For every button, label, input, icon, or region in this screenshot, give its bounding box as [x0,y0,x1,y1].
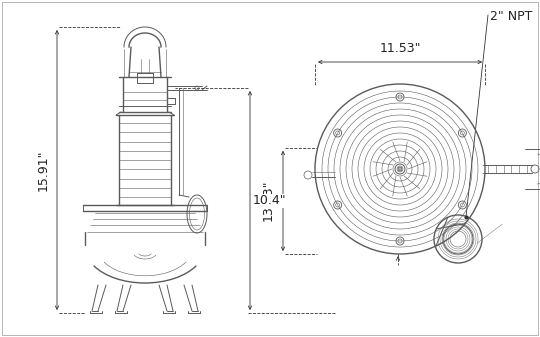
Text: 2" NPT: 2" NPT [490,10,532,24]
Text: 11.53": 11.53" [379,42,421,56]
Circle shape [398,167,402,171]
Text: 10.4": 10.4" [252,194,286,207]
Text: 13.53": 13.53" [261,180,274,221]
Text: 15.91": 15.91" [37,149,50,191]
